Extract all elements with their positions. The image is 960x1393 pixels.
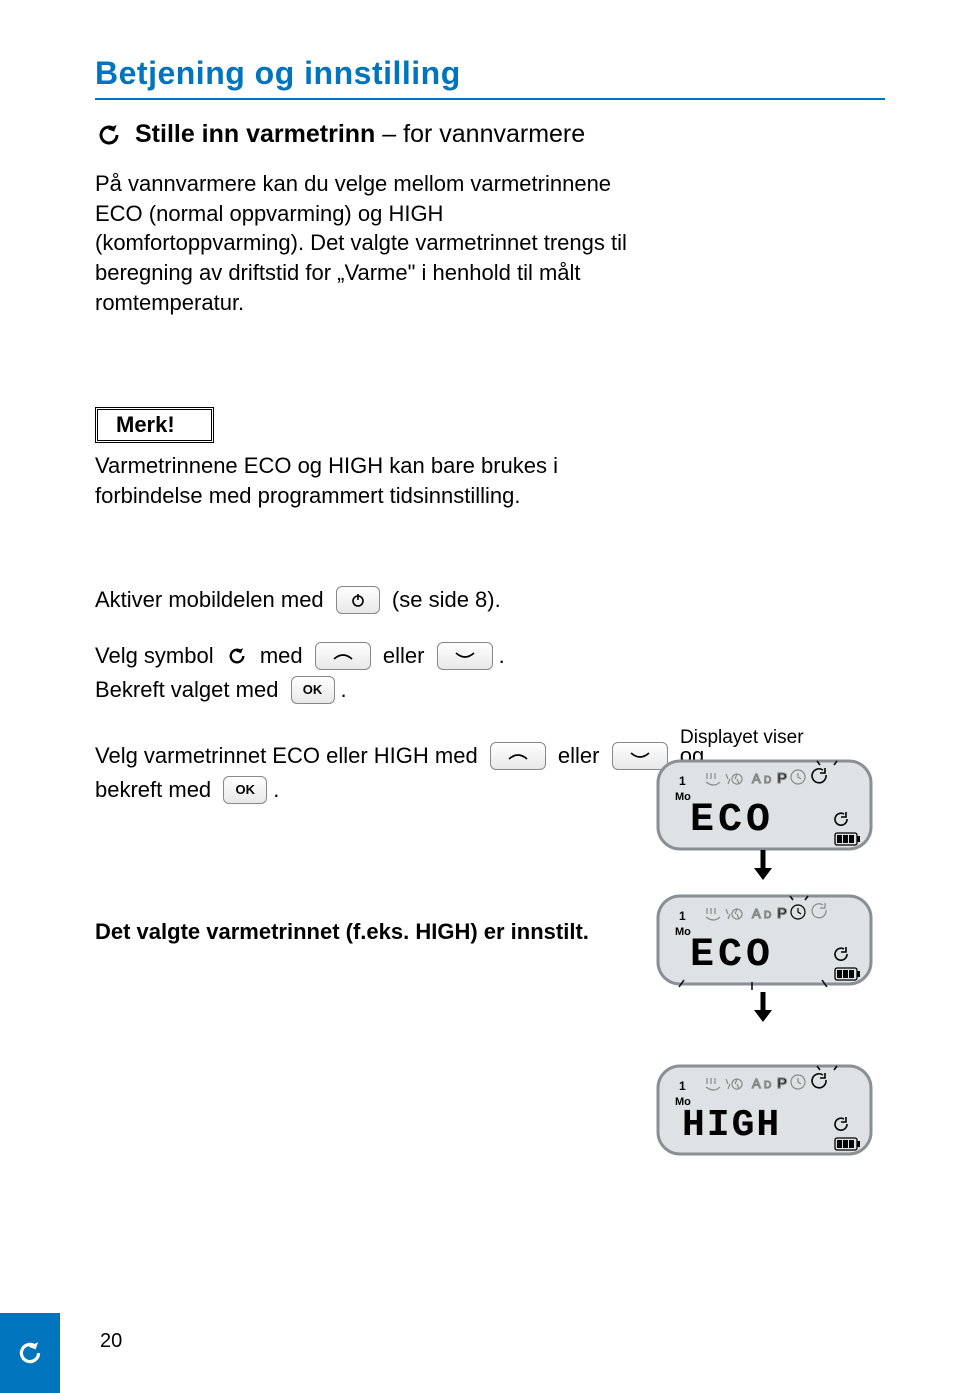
up-key-icon <box>490 742 546 770</box>
ok-key-icon: OK <box>223 776 267 804</box>
subhead-text: Stille inn varmetrinn – for vannvarmere <box>135 120 585 149</box>
step-text: Velg symbol <box>95 643 220 669</box>
lcd-display-3: 1 Mo A D P HIGH <box>652 1060 877 1160</box>
svg-text:A: A <box>752 1076 761 1091</box>
step-text: Velg varmetrinnet ECO eller HIGH med <box>95 743 484 769</box>
lcd-display-2: 1 Mo A D P ECO <box>652 890 877 990</box>
power-key-icon <box>336 586 380 614</box>
cycle-arrow-icon <box>95 121 123 149</box>
svg-text:P: P <box>777 770 787 787</box>
svg-text:Mo: Mo <box>675 926 691 938</box>
step-text: . <box>273 777 279 803</box>
step-text: eller <box>552 743 606 769</box>
note-label: Merk! <box>116 412 175 437</box>
svg-text:D: D <box>764 775 771 786</box>
svg-text:1: 1 <box>679 1079 686 1093</box>
down-arrow-icon <box>750 990 776 1024</box>
intro-paragraph: På vannvarmere kan du velge mellom varme… <box>95 169 635 317</box>
step-text: Bekreft valget med <box>95 677 285 703</box>
note-box: Merk! <box>95 407 214 443</box>
lcd-display-1: 1 Mo A D P ECO <box>652 755 877 855</box>
cycle-arrow-icon <box>226 645 248 667</box>
page-title: Betjening og innstilling <box>95 55 885 92</box>
header-rule <box>95 98 885 100</box>
svg-text:P: P <box>777 1075 787 1092</box>
svg-text:1: 1 <box>679 909 686 923</box>
step-text: . <box>341 677 347 703</box>
down-arrow-icon <box>750 848 776 882</box>
svg-text:ECO: ECO <box>690 933 774 978</box>
step-text: bekreft med <box>95 777 217 803</box>
svg-text:1: 1 <box>679 774 686 788</box>
step-1: Aktiver mobildelen med (se side 8). <box>95 586 885 614</box>
step-text: (se side 8). <box>386 587 501 613</box>
footer-corner-icon <box>0 1313 60 1393</box>
step-3: Bekreft valget med OK . <box>95 676 885 704</box>
svg-text:ECO: ECO <box>690 798 774 843</box>
svg-text:Mo: Mo <box>675 791 691 803</box>
step-text: . <box>499 643 505 669</box>
ok-key-icon: OK <box>291 676 335 704</box>
svg-text:D: D <box>764 1080 771 1091</box>
svg-text:HIGH: HIGH <box>682 1104 781 1147</box>
up-key-icon <box>315 642 371 670</box>
page-number: 20 <box>100 1330 122 1353</box>
step-text: Aktiver mobildelen med <box>95 587 330 613</box>
down-key-icon <box>437 642 493 670</box>
display-shows-label: Displayet viser <box>680 727 804 749</box>
svg-text:D: D <box>764 910 771 921</box>
note-text: Varmetrinnene ECO og HIGH kan bare bruke… <box>95 451 575 510</box>
svg-text:P: P <box>777 905 787 922</box>
subhead: Stille inn varmetrinn – for vannvarmere <box>95 120 885 149</box>
svg-text:A: A <box>752 771 761 786</box>
step-2: Velg symbol med eller . <box>95 642 885 670</box>
step-text: eller <box>377 643 431 669</box>
step-text: med <box>254 643 309 669</box>
svg-text:A: A <box>752 906 761 921</box>
